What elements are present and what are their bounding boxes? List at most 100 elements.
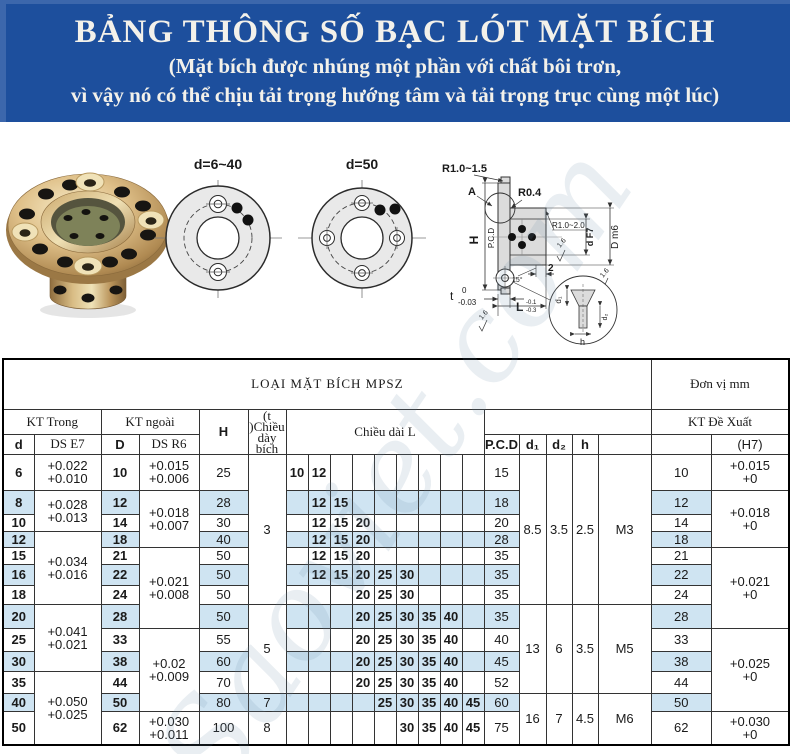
countersink-holes [11,172,165,276]
cell-L-12 [307,584,331,605]
cell-pcd: 35 [483,546,520,565]
cell-L-45 [461,489,485,515]
cell-d: 35 [2,670,35,694]
cell-L-25 [373,489,397,515]
cell-kt: 44 [650,670,712,694]
cell-kt: 50 [650,692,712,712]
cell-D: 12 [100,489,140,515]
cell-kt: 24 [650,584,712,605]
table-row-d25: 25 33 +0.02 +0.009 55 20 25 30 35 40 40 33 +0.025 +… [2,627,790,712]
cell-L-10 [285,513,309,532]
cell-L-25: 25 [373,627,397,652]
cell-pcd: 35 [483,603,520,629]
cell-L-35: 35 [417,692,441,712]
cell-L-25 [373,546,397,565]
cell-L-25: 25 [373,584,397,605]
cell-L-20: 20 [351,650,375,672]
cell-d: 8 [2,489,35,515]
cell-L-35: 35 [417,710,441,746]
cell-kt: 62 [650,710,712,746]
cell-d2: 3.5 [545,453,573,605]
cell-L-25: 25 [373,692,397,712]
cell-D: 62 [100,710,140,746]
cell-ds-r6: +0.030 +0.011 [138,710,200,746]
label-Dm6: D m6 [610,225,621,249]
cell-H: 55 [198,627,249,652]
cell-kt: 12 [650,489,712,515]
label-H: H [467,236,481,245]
cell-ds-e7: +0.022 +0.010 [33,453,102,491]
cell-L-45 [461,584,485,605]
cell-L-35 [417,563,441,586]
cell-kt: 14 [650,513,712,532]
cell-H: 25 [198,453,249,491]
cell-L-20: 20 [351,530,375,548]
cell-h: 3.5 [571,603,599,694]
page-title: BẢNG THÔNG SỐ BẠC LÓT MẶT BÍCH [74,14,716,50]
header-ds-e7: DS E7 [33,434,102,455]
cell-L-25 [373,453,397,491]
cell-L-45 [461,530,485,548]
header-row-2: d DS E7 D DS R6 P.C.D d₁ d₂ h (H7) [2,434,790,455]
table-row-d10: 10 14 30 12 15 20 20 14 [2,513,789,532]
cell-D: 22 [100,563,140,586]
cell-L-12 [307,710,331,746]
cell-pcd: 60 [483,692,520,712]
cell-pcd: 18 [483,489,520,515]
header-d1: d₁ [518,434,547,455]
cell-L-12 [307,670,331,694]
cell-L-45 [461,453,485,491]
cross-section-drawing: R1.0~1.5 A R0.4 R1.0~2.0 H P.C.D 15° [442,163,621,347]
cell-pcd: 20 [483,513,520,532]
label-a: A [468,186,476,198]
cell-H: 40 [198,530,249,548]
header-thread-blank [597,434,652,455]
cell-ds-e7: +0.041 +0.021 [33,603,102,672]
cell-thread: M5 [597,603,652,694]
cell-L-12 [307,603,331,629]
cell-L-35 [417,546,441,565]
cell-L-45: 45 [461,692,485,712]
cell-D: 24 [100,584,140,605]
label-d1: d₁ [554,296,563,303]
diagram1-label: d=6~40 [193,156,243,172]
cell-L-45: 45 [461,710,485,746]
table-row-d8: 8 +0.028 +0.013 12 +0.018 +0.007 28 12 15 18 12 +… [2,489,790,548]
cell-H: 50 [198,584,249,605]
cell-L-30 [395,453,419,491]
cell-L-30 [395,513,419,532]
cell-L-30: 30 [395,603,419,629]
table-row-d30: 30 38 60 20 25 30 35 40 45 38 [2,650,789,672]
plug-dot [242,214,254,226]
cell-kt: 28 [650,603,712,629]
header-d: d [2,434,35,455]
flange-section [497,176,547,295]
cell-L-10 [285,530,309,548]
cell-pcd: 45 [483,650,520,672]
banner: BẢNG THÔNG SỐ BẠC LÓT MẶT BÍCH (Mặt bích… [0,0,790,122]
cell-H: 50 [198,546,249,565]
cell-H: 50 [198,603,249,629]
cell-L-40 [439,489,463,515]
label-pcd: P.C.D [487,228,496,249]
cell-L-40 [439,530,463,548]
cell-kt: 22 [650,563,712,586]
cell-d2: 7 [545,692,573,746]
cell-L-45 [461,563,485,586]
cell-pcd: 52 [483,670,520,694]
cell-L-25: 25 [373,603,397,629]
cell-L-20: 20 [351,584,375,605]
cell-L-15 [329,710,353,746]
cell-L-15 [329,453,353,491]
cell-H: 70 [198,670,249,694]
table-row-d6: 6 +0.022 +0.010 10 +0.015 +0.006 25 3 10 12 15 8.… [2,453,790,605]
cell-L-15 [329,627,353,652]
graphite-plugs [19,179,156,268]
cell-L-40: 40 [439,692,463,712]
cell-L-40 [439,584,463,605]
cell-L-10 [285,603,309,629]
spec-table: LOẠI MẶT BÍCH MPSZ Đơn vị mm KT Trong KT… [2,358,790,746]
cell-t: 3 [247,453,287,605]
label-d2: d₂ [602,313,609,320]
label-15deg: 15° [512,276,523,284]
